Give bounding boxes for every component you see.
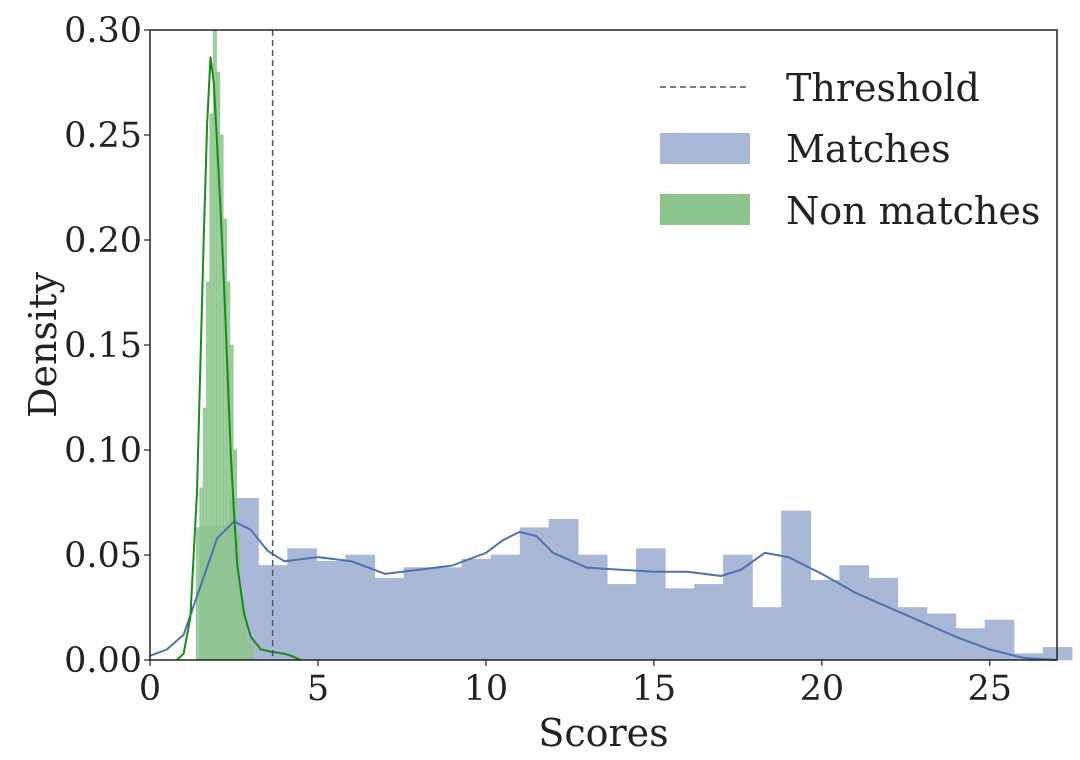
y-tick-label: 0.30 — [64, 11, 142, 51]
x-tick-label: 15 — [632, 669, 677, 709]
matches-bar — [723, 554, 753, 661]
y-axis-label: Density — [21, 272, 65, 418]
x-axis-ticks: 0 5 10 15 20 25 — [139, 660, 1012, 709]
non-matches-kde-line — [176, 56, 302, 661]
matches-bar — [926, 613, 957, 661]
non-matches-bar — [209, 113, 214, 661]
legend-threshold-label: Threshold — [786, 66, 980, 110]
legend: Threshold Matches Non matches — [660, 66, 1040, 233]
matches-bar — [345, 554, 376, 661]
legend-matches-label: Matches — [786, 127, 951, 171]
non-matches-bar — [206, 281, 211, 661]
x-tick-label: 10 — [464, 669, 509, 709]
matches-bar — [519, 527, 550, 661]
x-tick-label: 20 — [800, 669, 845, 709]
matches-bars — [200, 497, 1073, 661]
x-axis-label: Scores — [538, 711, 668, 755]
y-axis-ticks: 0.00 0.05 0.10 0.15 0.20 0.25 0.30 — [64, 11, 150, 681]
matches-bar — [432, 567, 463, 661]
non-matches-bar — [249, 644, 254, 661]
matches-bar — [548, 518, 579, 661]
matches-bar — [955, 628, 986, 661]
matches-bar — [490, 554, 521, 661]
legend-matches-swatch — [660, 133, 750, 164]
matches-bar — [606, 584, 637, 661]
matches-bar — [665, 588, 695, 661]
x-tick-label: 0 — [139, 669, 161, 709]
matches-bar — [781, 510, 811, 661]
non-matches-bar — [246, 638, 251, 661]
y-tick-label: 0.00 — [64, 641, 142, 681]
y-tick-label: 0.25 — [64, 116, 142, 156]
legend-non-matches-label: Non matches — [786, 189, 1040, 233]
y-tick-label: 0.10 — [64, 431, 142, 471]
x-tick-label: 25 — [968, 669, 1013, 709]
matches-bar — [577, 554, 608, 661]
y-tick-label: 0.05 — [64, 536, 142, 576]
matches-bar — [752, 607, 782, 661]
y-tick-label: 0.15 — [64, 326, 142, 366]
matches-bar — [868, 577, 899, 661]
matches-bar — [461, 558, 492, 661]
matches-bar — [287, 548, 317, 661]
matches-bar — [839, 565, 870, 661]
matches-kde-line — [149, 520, 1058, 661]
matches-bar — [374, 577, 405, 661]
y-tick-label: 0.20 — [64, 221, 142, 261]
non-matches-bar — [199, 487, 204, 661]
matches-bar — [403, 567, 434, 661]
matches-bar — [635, 548, 666, 661]
matches-bar — [694, 584, 724, 661]
kde-curves — [149, 56, 1058, 661]
matches-bar — [810, 579, 840, 661]
legend-non-matches-swatch — [660, 194, 750, 225]
matches-bar — [316, 560, 346, 661]
x-tick-label: 5 — [307, 669, 329, 709]
non-matches-bar — [202, 407, 207, 661]
matches-bar — [897, 607, 928, 661]
